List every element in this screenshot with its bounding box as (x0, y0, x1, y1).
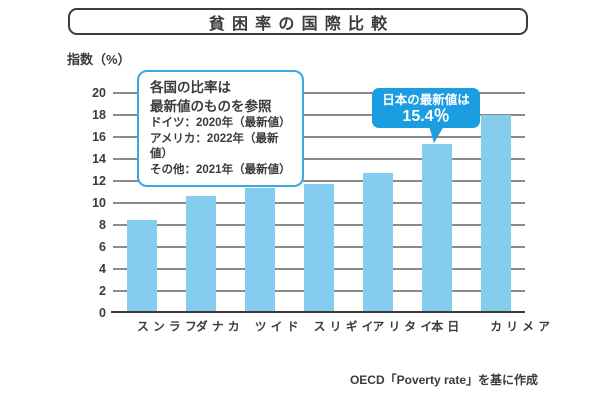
annotation-headline-2: 最新値のものを参照 (150, 99, 272, 114)
y-tick-label-0: 0 (99, 306, 106, 320)
y-tick-label-14: 14 (92, 152, 106, 166)
y-tick-label-20: 20 (92, 86, 106, 100)
callout-line-1: 日本の最新値は (382, 93, 470, 107)
x-category-label-カナダ: カナダ (194, 320, 241, 334)
bar-アメリカ (480, 115, 511, 313)
y-tick-label-16: 16 (92, 130, 106, 144)
gridline-y-16 (113, 136, 525, 138)
gridline-y-20 (113, 92, 525, 94)
annotation-detail-others: その他：2021年（最新値） (150, 163, 291, 176)
y-axis-unit-label: 指数（%） (67, 52, 131, 67)
y-tick-label-12: 12 (92, 174, 106, 188)
bar-カナダ (186, 196, 217, 313)
annotation-detail-germany: ドイツ：2020年（最新値） (150, 117, 291, 129)
callout-value: 15.4％ (402, 108, 450, 125)
x-category-label-ドイツ: ドイツ (253, 320, 300, 334)
bar-イタリア (362, 173, 393, 313)
x-category-label-イギリス: イギリス (312, 320, 374, 334)
japan-value-callout-bubble: 日本の最新値は 15.4％ (372, 88, 480, 143)
y-tick-label-4: 4 (99, 262, 106, 276)
source-credit: OECD「Poverty rate」を基に作成 (349, 373, 538, 387)
figure-title: 貧困率の国際比較 (208, 15, 395, 33)
figure-title-box: 貧困率の国際比較 (68, 8, 528, 35)
y-tick-label-2: 2 (99, 284, 106, 298)
annotation-detail-america: アメリカ：2022年（最新値） (150, 132, 279, 161)
bar-ドイツ (245, 187, 276, 313)
x-category-label-フランス: フランス (135, 320, 198, 334)
latest-value-annotation-box: 各国の比率は 最新値のものを参照 ドイツ：2020年（最新値） アメリカ：202… (137, 70, 304, 187)
callout-tail-pointer (429, 126, 444, 143)
y-tick-label-10: 10 (92, 196, 106, 210)
annotation-headline-1: 各国の比率は (150, 80, 231, 95)
bar-フランス (127, 219, 158, 313)
y-tick-label-18: 18 (92, 108, 106, 122)
x-category-label-アメリカ: アメリカ (488, 320, 551, 334)
y-tick-label-6: 6 (99, 240, 106, 254)
bar-chart-plot-area: 0 2 4 6 8 10 12 14 16 18 20 フランス カナダ ドイツ イギリス イタリア 日本 アメリ… (92, 86, 550, 334)
bar-日本 (421, 143, 452, 313)
gridline-y-12 (113, 180, 525, 182)
x-category-label-イタリア: イタリア (370, 320, 433, 334)
gridline-y-18 (113, 114, 525, 116)
x-axis-baseline (111, 311, 525, 313)
bar-イギリス (304, 184, 334, 313)
gridline-y-14 (113, 158, 525, 160)
y-tick-label-8: 8 (99, 218, 106, 232)
x-category-label-日本: 日本 (429, 320, 460, 334)
